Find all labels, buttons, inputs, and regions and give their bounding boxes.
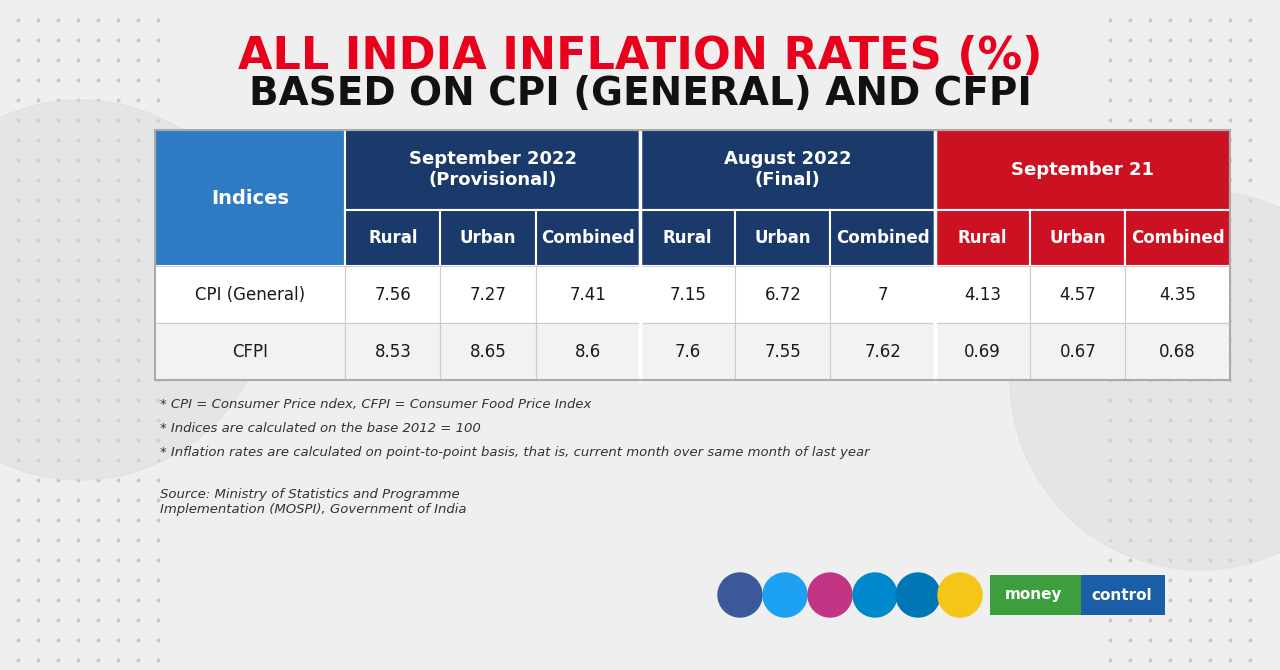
Text: 8.65: 8.65 [470, 342, 507, 360]
Text: CPI (General): CPI (General) [195, 286, 305, 304]
Bar [936, 130, 1230, 210]
Text: 0.67: 0.67 [1060, 342, 1096, 360]
Text: BASED ON CPI (GENERAL) AND CFPI: BASED ON CPI (GENERAL) AND CFPI [248, 75, 1032, 113]
Text: Indices: Indices [211, 189, 289, 208]
Text: Combined: Combined [541, 229, 635, 247]
Bar [831, 267, 936, 323]
Text: CFPI: CFPI [232, 342, 268, 360]
Bar [831, 323, 936, 380]
Text: 8.53: 8.53 [374, 342, 411, 360]
Text: August 2022
(Final): August 2022 (Final) [723, 150, 851, 189]
Bar [440, 267, 535, 323]
Text: 7: 7 [878, 286, 888, 304]
Text: 8.6: 8.6 [575, 342, 602, 360]
Text: 0.69: 0.69 [964, 342, 1001, 360]
Bar [640, 210, 735, 267]
Bar [1030, 210, 1125, 267]
Text: Source: Ministry of Statistics and Programme
Implementation (MOSPI), Government : Source: Ministry of Statistics and Progr… [160, 488, 466, 516]
Bar [1125, 323, 1230, 380]
Bar [1125, 210, 1230, 267]
Text: September 21: September 21 [1011, 161, 1155, 179]
Text: 4.13: 4.13 [964, 286, 1001, 304]
Text: 7.27: 7.27 [470, 286, 507, 304]
Bar [989, 575, 1082, 615]
Text: 7.55: 7.55 [764, 342, 801, 360]
Bar [735, 267, 831, 323]
Text: * Inflation rates are calculated on point-to-point basis, that is, current month: * Inflation rates are calculated on poin… [160, 446, 869, 459]
Bar [535, 210, 640, 267]
Text: 7.6: 7.6 [675, 342, 701, 360]
Text: 4.57: 4.57 [1060, 286, 1096, 304]
Text: 0.68: 0.68 [1160, 342, 1196, 360]
Bar [640, 267, 735, 323]
Text: 7.15: 7.15 [669, 286, 707, 304]
Text: Urban: Urban [755, 229, 812, 247]
Bar [155, 130, 1230, 380]
Circle shape [0, 100, 270, 480]
Bar [155, 267, 346, 323]
Bar [936, 323, 1030, 380]
Ellipse shape [808, 573, 852, 617]
Bar [346, 323, 440, 380]
Ellipse shape [852, 573, 897, 617]
Ellipse shape [718, 573, 762, 617]
Text: 7.56: 7.56 [375, 286, 411, 304]
Text: Rural: Rural [663, 229, 713, 247]
Bar [346, 210, 440, 267]
Circle shape [1010, 190, 1280, 570]
Bar [831, 210, 936, 267]
Bar [440, 210, 535, 267]
Bar [936, 210, 1030, 267]
Bar [1030, 323, 1125, 380]
Bar [1030, 267, 1125, 323]
Text: 4.35: 4.35 [1160, 286, 1196, 304]
Text: Combined: Combined [836, 229, 929, 247]
Text: September 2022
(Provisional): September 2022 (Provisional) [408, 150, 577, 189]
Text: Urban: Urban [460, 229, 516, 247]
Text: Combined: Combined [1130, 229, 1225, 247]
Bar [640, 130, 936, 210]
Bar [640, 323, 735, 380]
Text: * CPI = Consumer Price ndex, CFPI = Consumer Food Price Index: * CPI = Consumer Price ndex, CFPI = Cons… [160, 398, 591, 411]
Text: Rural: Rural [957, 229, 1007, 247]
Bar [346, 130, 640, 210]
Ellipse shape [938, 573, 982, 617]
Bar [535, 323, 640, 380]
Bar [735, 323, 831, 380]
Ellipse shape [763, 573, 806, 617]
Bar [346, 267, 440, 323]
Bar [155, 130, 346, 267]
Text: money: money [1005, 588, 1062, 602]
Bar [440, 323, 535, 380]
Bar [735, 210, 831, 267]
Text: 7.62: 7.62 [864, 342, 901, 360]
Bar [1082, 575, 1165, 615]
Text: Urban: Urban [1050, 229, 1106, 247]
Text: control: control [1091, 588, 1152, 602]
Text: ALL INDIA INFLATION RATES (%): ALL INDIA INFLATION RATES (%) [238, 35, 1042, 78]
Bar [936, 267, 1030, 323]
Bar [1125, 267, 1230, 323]
Text: 6.72: 6.72 [764, 286, 801, 304]
Bar [535, 267, 640, 323]
Bar [155, 323, 346, 380]
Text: * Indices are calculated on the base 2012 = 100: * Indices are calculated on the base 201… [160, 422, 481, 435]
Text: Rural: Rural [369, 229, 417, 247]
Text: 7.41: 7.41 [570, 286, 607, 304]
Ellipse shape [896, 573, 940, 617]
